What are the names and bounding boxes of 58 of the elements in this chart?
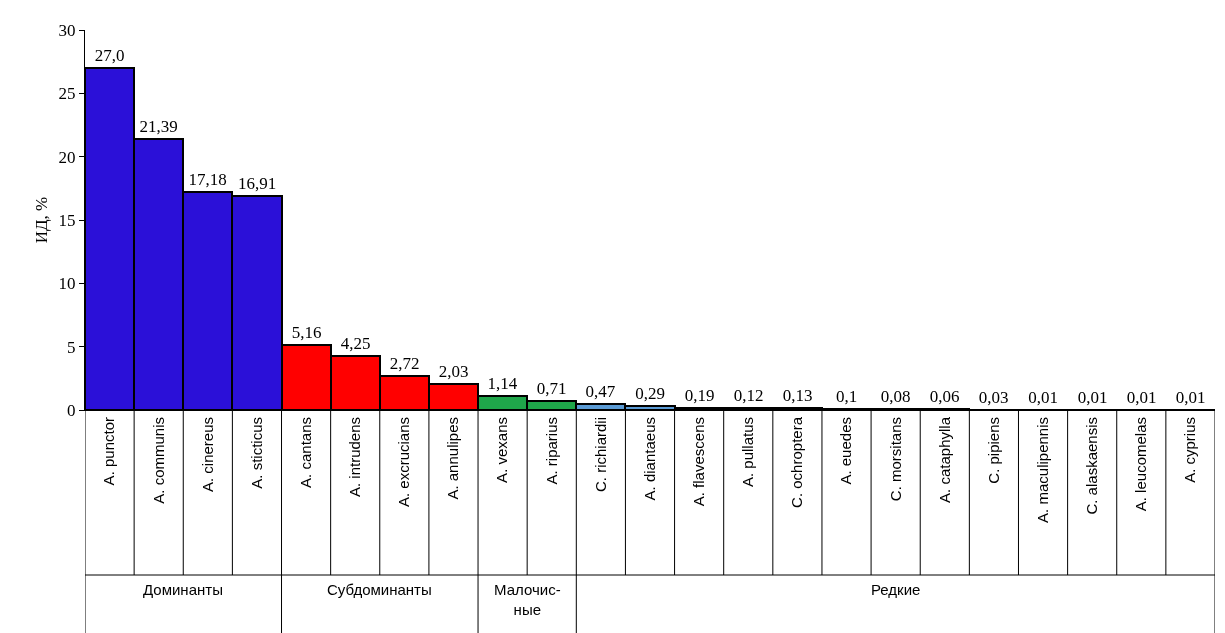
- data-label: 0,12: [733, 386, 764, 405]
- data-label: 0,47: [585, 382, 616, 401]
- data-label: 0,06: [929, 387, 960, 406]
- data-label: 16,91: [237, 174, 277, 193]
- y-axis-title: ИД, %: [32, 196, 52, 244]
- x-tick-label: C. morsitans: [886, 417, 904, 502]
- x-tick-label: C. ochroptera: [788, 416, 806, 508]
- x-tick-label: A. cantans: [296, 417, 314, 488]
- x-tick-label: A. maculipennis: [1033, 417, 1051, 523]
- text: Субдоминанты: [327, 581, 432, 598]
- data-label: 5,16: [291, 323, 322, 342]
- x-tick-label: A. leucomelas: [1132, 417, 1150, 512]
- y-tick-label: 20: [58, 147, 76, 167]
- data-label: 4,25: [340, 334, 371, 353]
- data-label: 0,08: [880, 387, 911, 406]
- x-tick-label: A. diantaeus: [640, 417, 658, 501]
- x-tick-label: A. riparius: [542, 417, 560, 485]
- x-tick-label: A. cyprius: [1181, 417, 1199, 483]
- data-label: 0,01: [1175, 388, 1206, 407]
- y-tick-label: 30: [58, 20, 76, 40]
- data-label: 0,03: [978, 388, 1009, 407]
- x-tick-label: A. flavescens: [690, 417, 708, 507]
- x-tick-label: A. intrudens: [346, 417, 364, 498]
- data-label: 0,13: [782, 386, 813, 405]
- data-label: 0,1: [835, 387, 858, 406]
- x-tick-label: A. vexans: [493, 417, 511, 483]
- text: Доминанты: [143, 581, 223, 598]
- data-label: 0,01: [1028, 388, 1058, 407]
- x-tick-label: A. punctor: [100, 417, 118, 486]
- data-label: 0,71: [536, 379, 567, 398]
- x-tick-label: C. alaskaensis: [1083, 417, 1101, 515]
- x-tick-label: A. annulipes: [444, 417, 462, 500]
- data-label: 0,01: [1126, 388, 1157, 407]
- x-tick-label: A. cataphylla: [935, 416, 953, 503]
- text: Малочис- ные: [494, 581, 561, 618]
- data-label: 27,0: [94, 46, 125, 65]
- y-tick-label: 5: [67, 337, 76, 357]
- y-tick-label: 15: [58, 210, 76, 230]
- text: Редкие: [871, 581, 921, 598]
- x-tick-label: C. pipiens: [984, 417, 1002, 484]
- x-tick-label: C. richiardii: [591, 417, 609, 493]
- data-label: 0,01: [1077, 388, 1108, 407]
- y-tick-label: 25: [58, 84, 76, 104]
- data-label: 2,72: [389, 354, 420, 373]
- data-label: 1,14: [487, 374, 518, 393]
- x-tick-label: A. excrucians: [395, 417, 413, 508]
- data-label: 2,03: [438, 362, 469, 381]
- y-tick-label: 0: [67, 400, 76, 420]
- x-tick-label: A. cinereus: [198, 417, 216, 493]
- x-tick-label: A. sticticus: [247, 417, 265, 489]
- data-label: 21,39: [139, 117, 178, 136]
- x-tick-label: A. communis: [149, 417, 167, 504]
- y-tick-label: 10: [58, 274, 76, 294]
- data-label: 0,29: [635, 384, 665, 403]
- data-label: 17,18: [188, 170, 227, 189]
- data-label: 0,19: [684, 386, 715, 405]
- x-tick-label: A. euedes: [837, 417, 855, 485]
- x-tick-label: A. pullatus: [739, 417, 757, 488]
